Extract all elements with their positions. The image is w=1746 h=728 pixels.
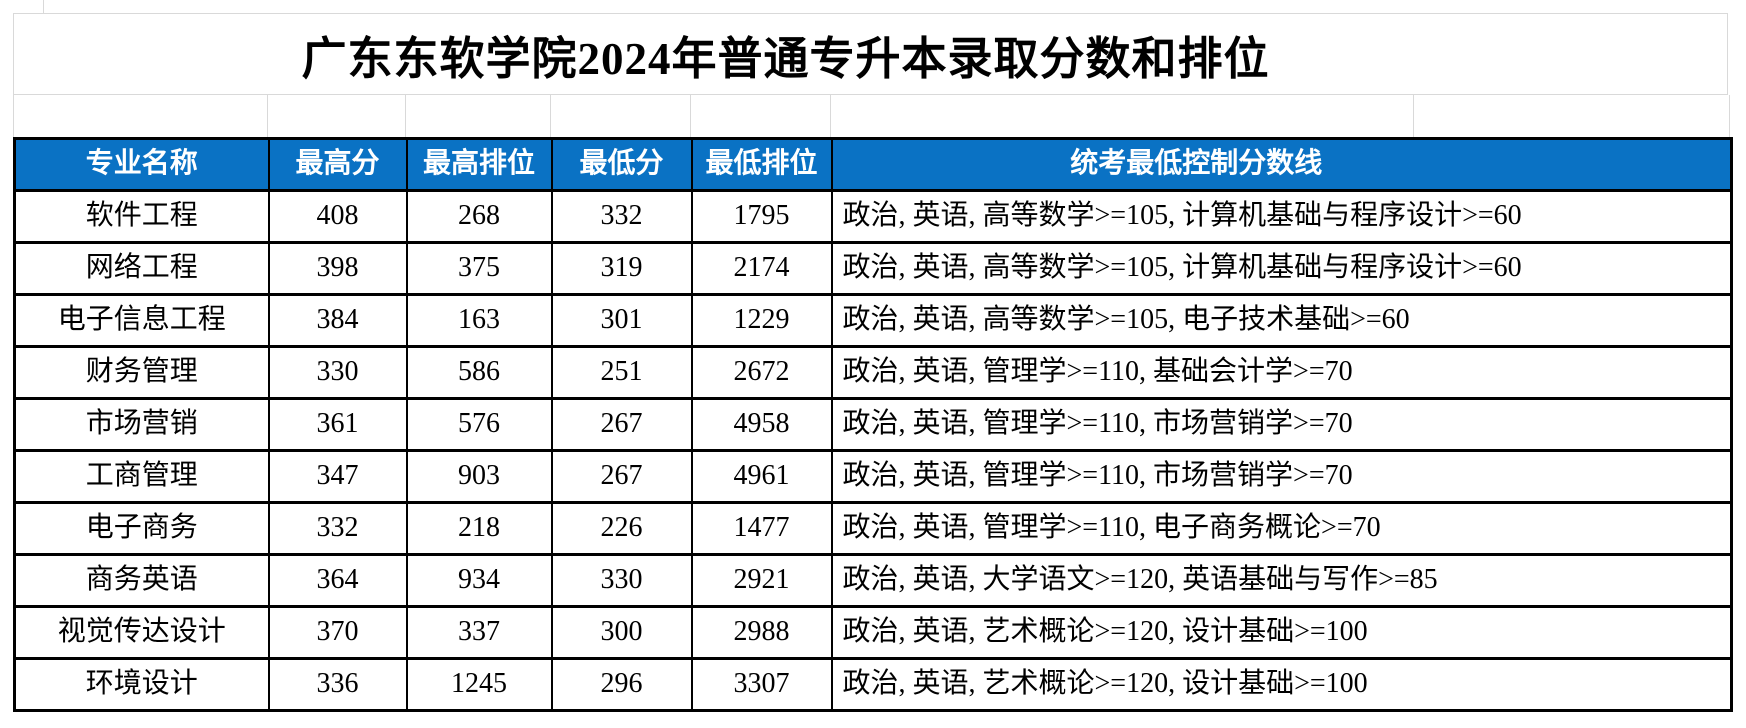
cell-cutoff: 政治, 英语, 大学语文>=120, 英语基础与写作>=85 <box>830 553 1733 608</box>
cell-cutoff: 政治, 英语, 管理学>=110, 基础会计学>=70 <box>830 345 1733 400</box>
admission-scores-table: 专业名称 最高分 最高排位 最低分 最低排位 统考最低控制分数线 软件工程 40… <box>13 137 1733 712</box>
cell-major: 商务英语 <box>13 553 270 608</box>
cell-min-score: 267 <box>550 449 693 504</box>
gridline <box>550 95 551 137</box>
title-block: 广东东软学院2024年普通专升本录取分数和排位 <box>13 13 1728 95</box>
cell-major: 视觉传达设计 <box>13 605 270 660</box>
cell-cutoff: 政治, 英语, 管理学>=110, 市场营销学>=70 <box>830 397 1733 452</box>
cell-min-score: 300 <box>550 605 693 660</box>
cell-major: 软件工程 <box>13 189 270 244</box>
cell-min-rank: 2672 <box>690 345 833 400</box>
cell-max-score: 370 <box>267 605 408 660</box>
cell-min-score: 251 <box>550 345 693 400</box>
cell-cutoff: 政治, 英语, 高等数学>=105, 电子技术基础>=60 <box>830 293 1733 348</box>
cell-min-rank: 1795 <box>690 189 833 244</box>
cell-max-score: 361 <box>267 397 408 452</box>
cell-min-score: 301 <box>550 293 693 348</box>
cell-min-rank: 1229 <box>690 293 833 348</box>
cell-max-rank: 163 <box>405 293 553 348</box>
cell-cutoff: 政治, 英语, 艺术概论>=120, 设计基础>=100 <box>830 605 1733 660</box>
gridline <box>267 95 268 137</box>
cell-major: 环境设计 <box>13 657 270 712</box>
cell-cutoff: 政治, 英语, 艺术概论>=120, 设计基础>=100 <box>830 657 1733 712</box>
cell-max-score: 398 <box>267 241 408 296</box>
column-header-max-score: 最高分 <box>267 137 408 192</box>
cell-min-score: 319 <box>550 241 693 296</box>
cell-max-rank: 586 <box>405 345 553 400</box>
column-header-max-rank: 最高排位 <box>405 137 553 192</box>
cell-max-rank: 934 <box>405 553 553 608</box>
column-header-min-rank: 最低排位 <box>690 137 833 192</box>
cell-major: 财务管理 <box>13 345 270 400</box>
cell-cutoff: 政治, 英语, 管理学>=110, 电子商务概论>=70 <box>830 501 1733 556</box>
table-row: 商务英语 364 934 330 2921 政治, 英语, 大学语文>=120,… <box>13 553 1733 608</box>
table-row: 软件工程 408 268 332 1795 政治, 英语, 高等数学>=105,… <box>13 189 1733 244</box>
cell-max-rank: 1245 <box>405 657 553 712</box>
cell-max-score: 384 <box>267 293 408 348</box>
table-row: 网络工程 398 375 319 2174 政治, 英语, 高等数学>=105,… <box>13 241 1733 296</box>
table-row: 视觉传达设计 370 337 300 2988 政治, 英语, 艺术概论>=12… <box>13 605 1733 660</box>
cell-min-score: 332 <box>550 189 693 244</box>
table-header-row: 专业名称 最高分 最高排位 最低分 最低排位 统考最低控制分数线 <box>13 137 1733 192</box>
cell-major: 电子信息工程 <box>13 293 270 348</box>
gridline <box>13 95 14 137</box>
column-header-cutoff: 统考最低控制分数线 <box>830 137 1733 192</box>
page-title: 广东东软学院2024年普通专升本录取分数和排位 <box>301 33 1270 84</box>
cell-min-score: 296 <box>550 657 693 712</box>
cell-min-rank: 3307 <box>690 657 833 712</box>
cell-cutoff: 政治, 英语, 高等数学>=105, 计算机基础与程序设计>=60 <box>830 189 1733 244</box>
cell-max-rank: 903 <box>405 449 553 504</box>
table-row: 电子商务 332 218 226 1477 政治, 英语, 管理学>=110, … <box>13 501 1733 556</box>
cell-min-score: 226 <box>550 501 693 556</box>
cell-max-score: 347 <box>267 449 408 504</box>
gridline <box>1413 95 1414 137</box>
cell-max-rank: 268 <box>405 189 553 244</box>
cell-major: 电子商务 <box>13 501 270 556</box>
gridline <box>405 95 406 137</box>
cell-min-rank: 2921 <box>690 553 833 608</box>
cell-major: 市场营销 <box>13 397 270 452</box>
cell-min-rank: 1477 <box>690 501 833 556</box>
cell-max-score: 336 <box>267 657 408 712</box>
cell-min-rank: 4961 <box>690 449 833 504</box>
cell-max-rank: 337 <box>405 605 553 660</box>
table-body: 软件工程 408 268 332 1795 政治, 英语, 高等数学>=105,… <box>13 189 1733 712</box>
cell-max-rank: 576 <box>405 397 553 452</box>
table-row: 工商管理 347 903 267 4961 政治, 英语, 管理学>=110, … <box>13 449 1733 504</box>
gridline <box>1729 95 1730 137</box>
cell-max-score: 364 <box>267 553 408 608</box>
cell-major: 网络工程 <box>13 241 270 296</box>
cell-min-rank: 2174 <box>690 241 833 296</box>
cell-min-rank: 4958 <box>690 397 833 452</box>
cell-max-rank: 218 <box>405 501 553 556</box>
column-header-major: 专业名称 <box>13 137 270 192</box>
column-header-min-score: 最低分 <box>550 137 693 192</box>
gridline <box>690 95 691 137</box>
cell-cutoff: 政治, 英语, 管理学>=110, 市场营销学>=70 <box>830 449 1733 504</box>
cell-max-score: 408 <box>267 189 408 244</box>
cell-min-score: 267 <box>550 397 693 452</box>
cell-major: 工商管理 <box>13 449 270 504</box>
table-row: 市场营销 361 576 267 4958 政治, 英语, 管理学>=110, … <box>13 397 1733 452</box>
table-row: 环境设计 336 1245 296 3307 政治, 英语, 艺术概论>=120… <box>13 657 1733 712</box>
cell-max-score: 330 <box>267 345 408 400</box>
cell-max-score: 332 <box>267 501 408 556</box>
cell-min-score: 330 <box>550 553 693 608</box>
table-row: 电子信息工程 384 163 301 1229 政治, 英语, 高等数学>=10… <box>13 293 1733 348</box>
gridline <box>43 0 44 13</box>
cell-cutoff: 政治, 英语, 高等数学>=105, 计算机基础与程序设计>=60 <box>830 241 1733 296</box>
cell-min-rank: 2988 <box>690 605 833 660</box>
cell-max-rank: 375 <box>405 241 553 296</box>
table-row: 财务管理 330 586 251 2672 政治, 英语, 管理学>=110, … <box>13 345 1733 400</box>
gridline <box>830 95 831 137</box>
